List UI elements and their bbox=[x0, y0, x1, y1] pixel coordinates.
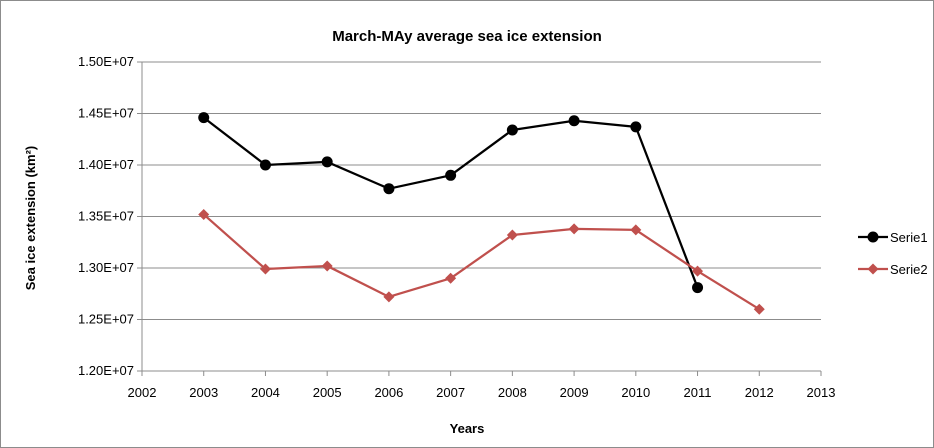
serie2-point bbox=[506, 229, 518, 241]
x-tick-label: 2008 bbox=[498, 385, 527, 400]
x-tick-label: 2012 bbox=[745, 385, 774, 400]
y-tick-label: 1.30E+07 bbox=[78, 260, 134, 275]
serie2-point bbox=[198, 208, 210, 220]
serie1-point bbox=[568, 115, 580, 127]
y-tick-label: 1.20E+07 bbox=[78, 363, 134, 378]
serie2-point bbox=[753, 303, 765, 315]
serie2-legend-marker bbox=[867, 263, 879, 275]
serie2-point bbox=[383, 291, 395, 303]
serie2-point bbox=[692, 265, 704, 277]
serie1-point bbox=[321, 156, 333, 168]
serie2-point bbox=[259, 263, 271, 275]
serie2-legend-label: Serie2 bbox=[890, 262, 928, 277]
y-tick-label: 1.25E+07 bbox=[78, 312, 134, 327]
x-tick-label: 2006 bbox=[374, 385, 403, 400]
gridlines bbox=[142, 61, 821, 320]
y-tick-label: 1.50E+07 bbox=[78, 54, 134, 69]
x-tick-label: 2007 bbox=[436, 385, 465, 400]
serie2-point bbox=[568, 223, 580, 235]
chart-title: March-MAy average sea ice extension bbox=[332, 28, 602, 45]
serie2-point bbox=[445, 272, 457, 284]
serie1-point bbox=[630, 121, 642, 133]
serie2-point bbox=[321, 260, 333, 272]
x-tick-label: 2003 bbox=[189, 385, 218, 400]
x-tick-label: 2011 bbox=[684, 385, 712, 400]
y-axis-label: Sea ice extension (km²) bbox=[23, 146, 38, 291]
serie1-point bbox=[506, 124, 518, 136]
legend: Serie1 Serie2 bbox=[858, 230, 928, 277]
serie1-line bbox=[203, 116, 699, 288]
serie1-point bbox=[445, 169, 457, 181]
serie1-legend-label: Serie1 bbox=[890, 230, 928, 245]
serie1-point bbox=[259, 159, 271, 171]
serie1-legend-marker bbox=[867, 231, 879, 243]
serie1-point bbox=[692, 282, 704, 294]
y-tick-label: 1.40E+07 bbox=[78, 157, 134, 172]
serie1-point bbox=[198, 112, 210, 124]
serie2-point bbox=[630, 224, 642, 236]
x-tick-label: 2002 bbox=[128, 385, 157, 400]
x-tick-label: 2005 bbox=[313, 385, 342, 400]
series-layer bbox=[198, 112, 765, 315]
x-axis-label: Years bbox=[450, 421, 485, 436]
axes: 1.20E+07 1.25E+07 1.30E+07 1.35E+07 1.40E+07… bbox=[78, 54, 835, 400]
x-tick-label: 2013 bbox=[807, 385, 836, 400]
serie1-point bbox=[383, 183, 395, 195]
x-tick-label: 2004 bbox=[251, 385, 280, 400]
y-tick-label: 1.45E+07 bbox=[78, 106, 134, 121]
x-tick-label: 2010 bbox=[621, 385, 650, 400]
serie2-line bbox=[202, 213, 760, 311]
x-tick-label: 2009 bbox=[560, 385, 589, 400]
y-tick-label: 1.35E+07 bbox=[78, 209, 134, 224]
